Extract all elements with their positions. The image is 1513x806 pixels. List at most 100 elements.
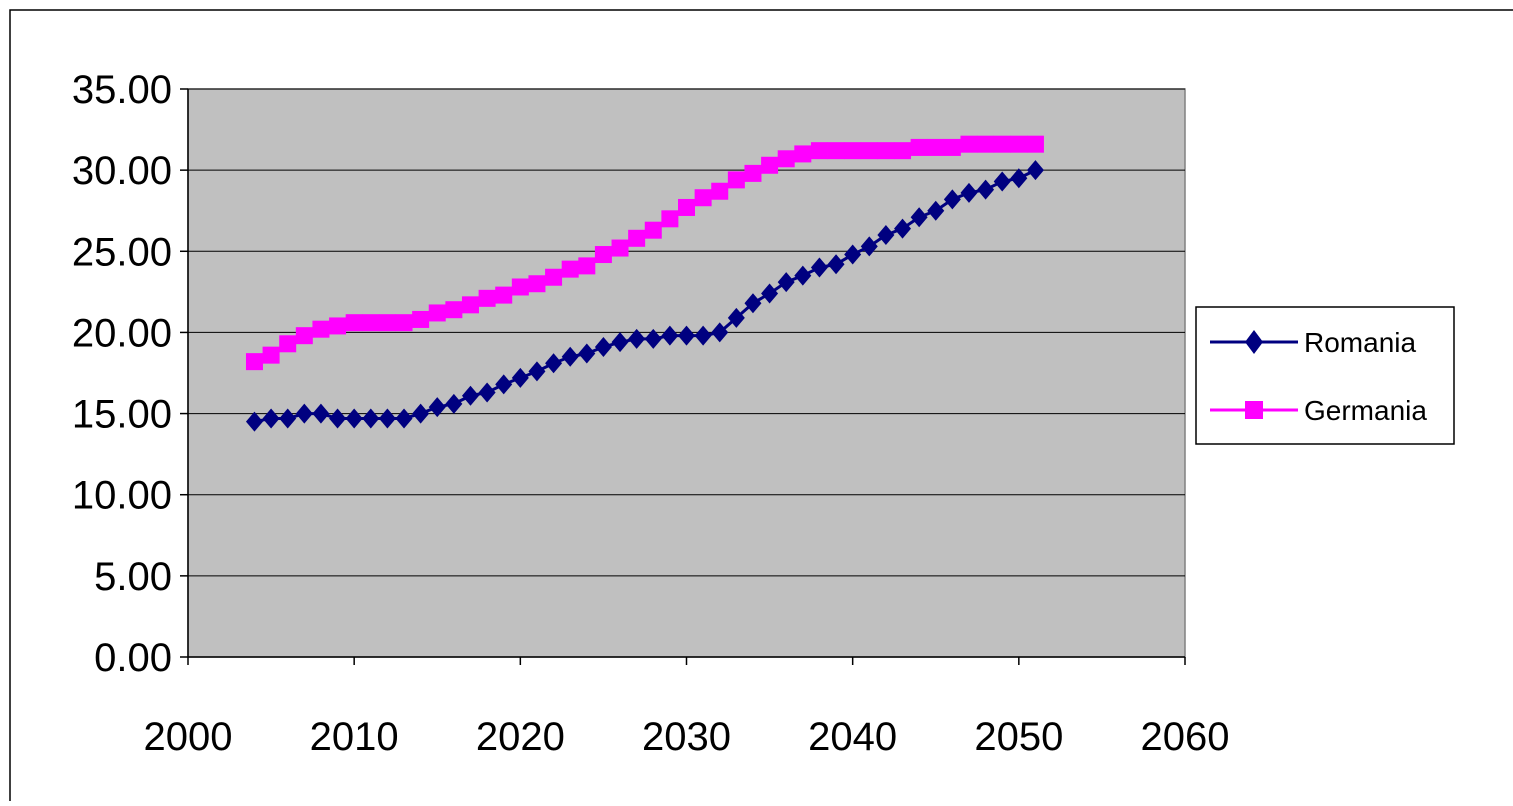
data-point-romania xyxy=(345,408,363,429)
data-point-germania xyxy=(428,304,446,322)
diamond-marker-icon xyxy=(1245,330,1263,354)
data-point-romania xyxy=(378,408,396,429)
data-point-romania xyxy=(445,393,463,414)
data-point-romania xyxy=(761,283,779,304)
data-point-germania xyxy=(478,289,496,307)
data-point-germania xyxy=(661,210,679,228)
data-point-germania xyxy=(1026,135,1044,153)
data-point-germania xyxy=(461,296,479,314)
data-point-germania xyxy=(810,142,828,160)
x-tick-label: 2050 xyxy=(974,715,1063,759)
data-point-germania xyxy=(594,246,612,264)
legend-label-romania: Romania xyxy=(1304,327,1416,358)
data-point-germania xyxy=(578,257,596,275)
data-point-germania xyxy=(761,156,779,174)
x-tick-label: 2020 xyxy=(476,715,565,759)
data-point-germania xyxy=(312,320,330,338)
data-point-romania xyxy=(511,367,529,388)
y-tick-label: 15.00 xyxy=(72,393,172,437)
data-point-germania xyxy=(744,164,762,182)
data-point-germania xyxy=(362,314,380,332)
data-point-romania xyxy=(528,361,546,382)
data-point-romania xyxy=(810,257,828,278)
data-point-romania xyxy=(395,408,413,429)
data-point-romania xyxy=(461,385,479,406)
y-tick-label: 25.00 xyxy=(72,230,172,274)
data-point-romania xyxy=(960,182,978,203)
axes: 0.00 5.00 10.00 15.00 20.00 25.00 30.00 35.00 20… xyxy=(72,68,1230,759)
data-point-romania xyxy=(927,200,945,221)
data-point-romania xyxy=(894,218,912,239)
data-point-romania xyxy=(727,307,745,328)
data-point-romania xyxy=(860,236,878,257)
data-point-romania xyxy=(594,337,612,358)
data-point-germania xyxy=(694,189,712,207)
data-point-germania xyxy=(877,142,895,160)
data-point-germania xyxy=(295,327,313,345)
data-point-romania xyxy=(312,403,330,424)
legend-box xyxy=(1195,306,1455,445)
data-point-germania xyxy=(993,135,1011,153)
data-point-germania xyxy=(329,317,347,335)
data-point-romania xyxy=(678,325,695,346)
data-point-romania xyxy=(694,325,712,346)
data-point-germania xyxy=(445,301,463,319)
data-point-germania xyxy=(727,171,745,189)
data-point-romania xyxy=(561,346,579,367)
data-point-romania xyxy=(943,189,961,210)
data-point-germania xyxy=(511,278,529,296)
data-point-germania xyxy=(628,229,646,247)
legend: Romania Germania xyxy=(1195,306,1455,445)
x-tick-label: 2040 xyxy=(808,715,897,759)
data-point-germania xyxy=(262,346,280,364)
data-point-germania xyxy=(894,142,912,160)
data-point-romania xyxy=(644,328,662,349)
data-point-romania xyxy=(794,265,812,286)
data-point-germania xyxy=(910,138,928,156)
data-point-germania xyxy=(611,239,629,257)
data-point-romania xyxy=(495,374,513,395)
data-point-germania xyxy=(794,145,812,163)
data-point-romania xyxy=(711,322,729,343)
data-point-romania xyxy=(362,408,380,429)
data-point-germania xyxy=(860,142,878,160)
data-point-germania xyxy=(1010,135,1028,153)
data-point-romania xyxy=(661,325,679,346)
data-point-germania xyxy=(943,138,961,156)
data-point-romania xyxy=(412,403,430,424)
data-point-romania xyxy=(329,408,347,429)
data-point-germania xyxy=(977,135,995,153)
data-point-romania xyxy=(628,328,646,349)
data-point-romania xyxy=(910,207,928,228)
data-point-romania xyxy=(827,254,845,275)
y-tick-label: 35.00 xyxy=(72,68,172,112)
data-point-romania xyxy=(545,353,563,374)
data-point-germania xyxy=(711,182,729,200)
data-point-romania xyxy=(777,272,795,293)
data-point-romania xyxy=(977,179,995,200)
data-point-germania xyxy=(345,314,363,332)
data-point-romania xyxy=(295,403,313,424)
y-tick-label: 5.00 xyxy=(94,555,172,599)
data-point-germania xyxy=(279,335,297,353)
x-tick-label: 2010 xyxy=(310,715,399,759)
data-point-romania xyxy=(578,343,596,364)
data-point-romania xyxy=(262,408,280,429)
data-point-germania xyxy=(844,142,862,160)
data-point-germania xyxy=(777,150,795,168)
data-point-germania xyxy=(561,260,579,278)
y-tick-label: 10.00 xyxy=(72,474,172,518)
data-point-romania xyxy=(428,397,446,418)
data-point-germania xyxy=(927,138,945,156)
data-point-romania xyxy=(877,225,895,246)
x-tick-label: 2000 xyxy=(144,715,233,759)
data-point-romania xyxy=(844,244,862,265)
data-point-romania xyxy=(1010,168,1028,189)
data-point-romania xyxy=(744,293,762,314)
y-tick-label: 30.00 xyxy=(72,149,172,193)
y-tick-label: 20.00 xyxy=(72,311,172,355)
data-point-germania xyxy=(495,286,513,304)
data-point-romania xyxy=(245,411,263,432)
